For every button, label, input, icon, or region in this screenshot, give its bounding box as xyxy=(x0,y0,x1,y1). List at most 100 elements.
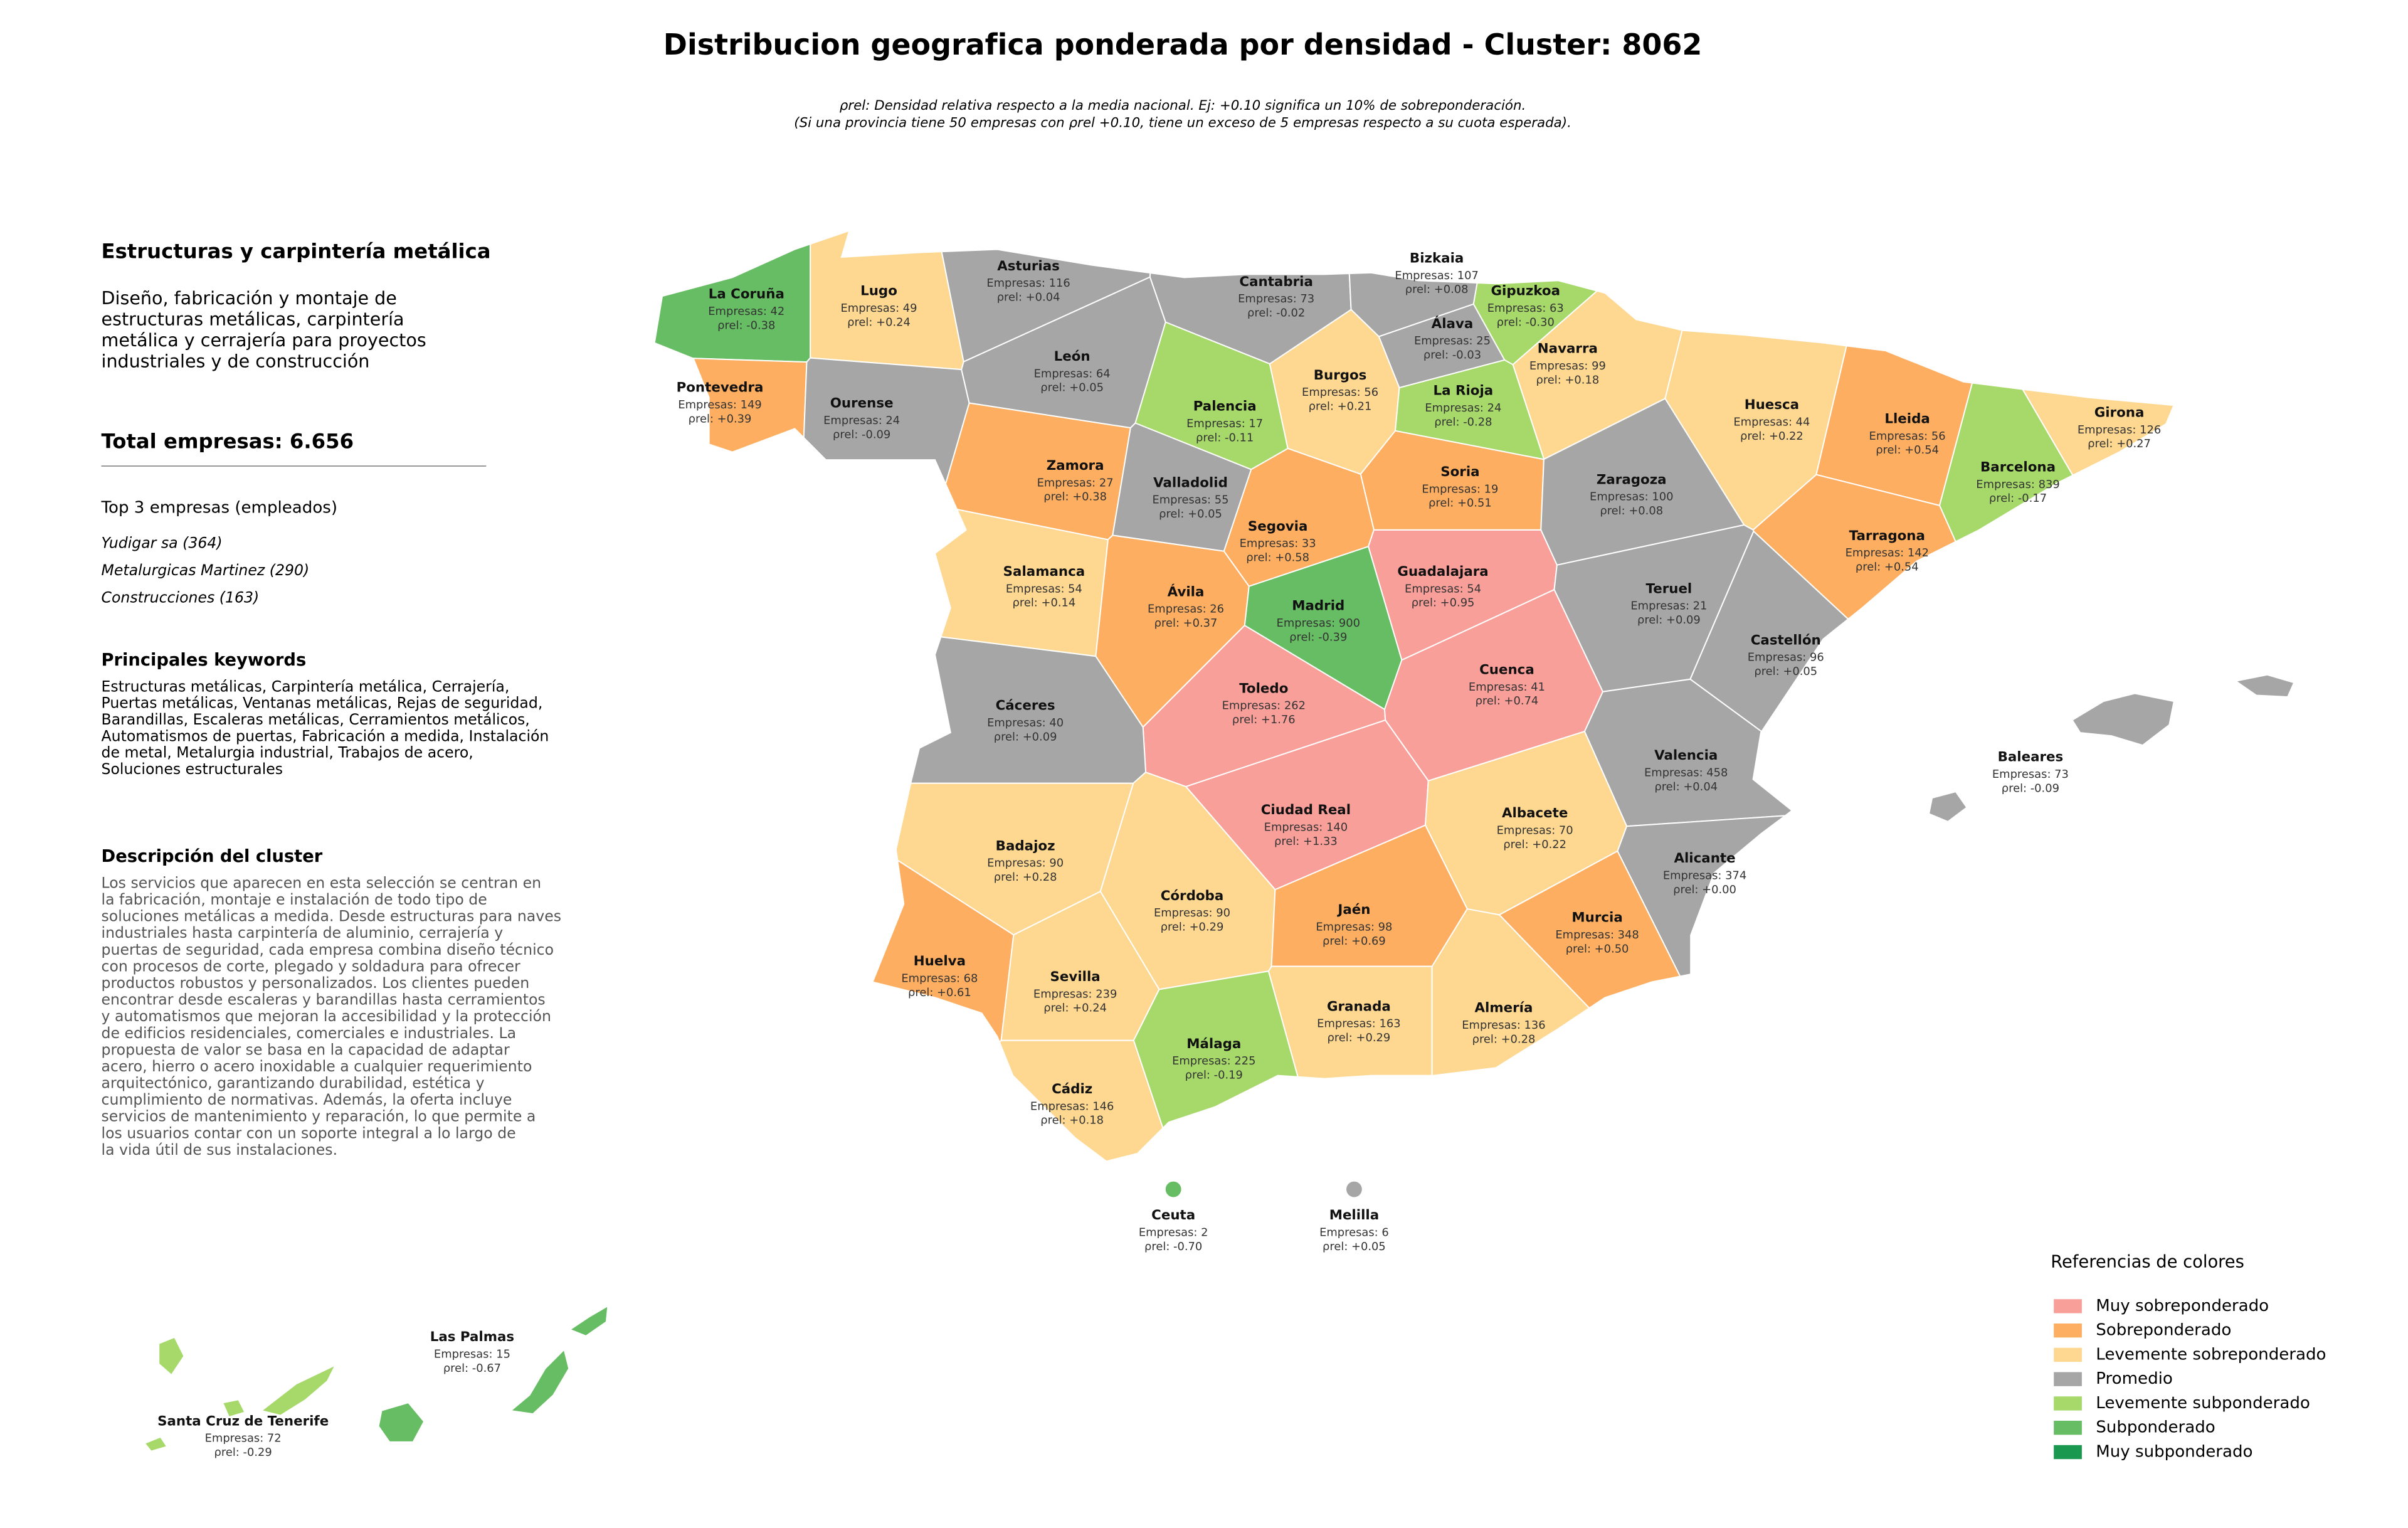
province-companies: Empresas: 146 xyxy=(1030,1100,1114,1113)
province-rho: ρrel: -0.39 xyxy=(1289,630,1347,644)
province-companies: Empresas: 239 xyxy=(1033,987,1117,1000)
province-shape xyxy=(158,1337,185,1376)
province-rho: ρrel: +0.61 xyxy=(908,986,971,999)
province-name: Baleares xyxy=(1998,750,2064,765)
province-name: Almería xyxy=(1475,1000,1533,1016)
province-rho: ρrel: +0.14 xyxy=(1013,597,1076,610)
province-companies: Empresas: 136 xyxy=(1462,1019,1545,1032)
province-companies: Empresas: 63 xyxy=(1487,302,1564,315)
province-name: Navarra xyxy=(1538,341,1598,357)
panel-keywords: Puertas metálicas, Ventanas metálicas, R… xyxy=(102,694,543,712)
panel-keywords: Automatismos de puertas, Fabricación a m… xyxy=(102,727,549,745)
province-rho: ρrel: +0.21 xyxy=(1309,400,1372,413)
province-companies: Empresas: 98 xyxy=(1316,921,1392,934)
province-companies: Empresas: 73 xyxy=(1992,768,2069,781)
panel-description: propuesta de valor se basa en la capacid… xyxy=(102,1041,510,1058)
province-companies: Empresas: 24 xyxy=(1425,401,1501,415)
province-companies: Empresas: 163 xyxy=(1317,1017,1400,1031)
province-rho: ρrel: -0.19 xyxy=(1185,1069,1243,1082)
panel-summary: industriales y de construcción xyxy=(102,351,370,372)
panel-heading: Estructuras y carpintería metálica xyxy=(102,240,491,263)
legend-swatch xyxy=(2054,1421,2082,1435)
province-shape xyxy=(1928,791,1968,822)
province-name: Burgos xyxy=(1314,368,1367,383)
province-companies: Empresas: 17 xyxy=(1186,417,1263,430)
province-rho: ρrel: +0.04 xyxy=(1654,780,1718,793)
province-name: Pontevedra xyxy=(677,380,764,396)
enclave-marker xyxy=(1346,1181,1362,1197)
province-companies: Empresas: 26 xyxy=(1148,603,1224,616)
panel-description: Los servicios que aparecen en esta selec… xyxy=(102,874,542,891)
legend-label: Levemente subponderado xyxy=(2096,1394,2310,1413)
province-name: Teruel xyxy=(1645,581,1692,597)
province-name: Barcelona xyxy=(1980,459,2056,475)
province-companies: Empresas: 2 xyxy=(1139,1226,1208,1239)
province-companies: Empresas: 19 xyxy=(1422,482,1498,496)
panel-description: industriales hasta carpintería de alumin… xyxy=(102,924,504,942)
panel-description: la vida útil de sus instalaciones. xyxy=(102,1141,338,1159)
panel-summary: Diseño, fabricación y montaje de xyxy=(102,287,397,309)
province-rho: ρrel: -0.02 xyxy=(1247,306,1305,319)
panel-keywords: de metal, Metalurgia industrial, Trabajo… xyxy=(102,744,473,761)
province-name: Málaga xyxy=(1186,1036,1241,1052)
province-rho: ρrel: -0.11 xyxy=(1196,431,1254,444)
province-companies: Empresas: 458 xyxy=(1644,767,1728,780)
province-rho: ρrel: +0.08 xyxy=(1600,504,1663,517)
province-name: Badajoz xyxy=(996,838,1055,854)
province-rho: ρrel: +0.22 xyxy=(1740,430,1803,443)
province-name: Álava xyxy=(1432,316,1474,332)
province-name: Zaragoza xyxy=(1597,472,1667,487)
province-companies: Empresas: 54 xyxy=(1006,582,1082,595)
province-rho: ρrel: +0.18 xyxy=(1040,1114,1104,1127)
province-companies: Empresas: 142 xyxy=(1846,546,1929,560)
legend-swatch xyxy=(2054,1347,2082,1362)
province-companies: Empresas: 55 xyxy=(1152,494,1228,507)
province-name: Guadalajara xyxy=(1397,564,1488,580)
province-companies: Empresas: 42 xyxy=(708,305,784,318)
province-rho: ρrel: +0.58 xyxy=(1246,551,1309,565)
province-name: Castellón xyxy=(1751,632,1821,648)
province-name: Ceuta xyxy=(1151,1207,1195,1223)
province-name: Palencia xyxy=(1193,399,1257,415)
panel-description: encontrar desde escaleras y barandillas … xyxy=(102,991,546,1009)
province-rho: ρrel: -0.30 xyxy=(1497,316,1555,329)
province-name: Huelva xyxy=(914,953,966,969)
province-companies: Empresas: 140 xyxy=(1264,821,1348,834)
panel-summary: metálica y cerrajería para proyectos xyxy=(102,329,426,351)
province-rho: ρrel: -0.29 xyxy=(214,1446,272,1459)
panel-keywords: Barandillas, Escaleras metálicas, Cerram… xyxy=(102,711,530,728)
province-companies: Empresas: 90 xyxy=(1154,906,1230,920)
province-companies: Empresas: 25 xyxy=(1414,334,1491,348)
province-name: Madrid xyxy=(1292,598,1344,614)
province-name: Bizkaia xyxy=(1410,251,1464,267)
province-rho: ρrel: +0.39 xyxy=(689,412,752,425)
legend-swatch xyxy=(2054,1396,2082,1411)
panel-description: la fabricación, montaje e instalación de… xyxy=(102,891,487,908)
province-rho: ρrel: +0.28 xyxy=(1472,1032,1536,1046)
legend-swatch xyxy=(2054,1372,2082,1386)
province-companies: Empresas: 27 xyxy=(1037,476,1114,489)
province-name: Valladolid xyxy=(1153,475,1228,491)
province-companies: Empresas: 100 xyxy=(1590,491,1673,504)
panel-total: Total empresas: 6.656 xyxy=(102,430,354,454)
enclave-marker xyxy=(1165,1181,1181,1197)
province-rho: ρrel: +0.05 xyxy=(1040,381,1104,395)
province-rho: ρrel: -0.38 xyxy=(717,319,775,332)
province-rho: ρrel: +0.74 xyxy=(1476,694,1539,708)
province-name: La Rioja xyxy=(1434,383,1494,399)
province-name: Jaén xyxy=(1336,902,1370,918)
panel-description-title: Descripción del cluster xyxy=(102,847,323,866)
province-name: Segovia xyxy=(1248,519,1308,534)
province-rho: ρrel: +0.29 xyxy=(1328,1031,1391,1044)
province-name: Ciudad Real xyxy=(1261,802,1351,818)
province-rho: ρrel: +0.54 xyxy=(1876,443,1939,457)
panel-description: de edificios residenciales, comerciales … xyxy=(102,1024,517,1042)
province-shape xyxy=(260,1364,336,1416)
province-companies: Empresas: 49 xyxy=(840,302,917,315)
province-rho: ρrel: -0.03 xyxy=(1423,349,1481,362)
province-rho: ρrel: +1.33 xyxy=(1274,835,1338,848)
province-companies: Empresas: 99 xyxy=(1529,359,1606,373)
